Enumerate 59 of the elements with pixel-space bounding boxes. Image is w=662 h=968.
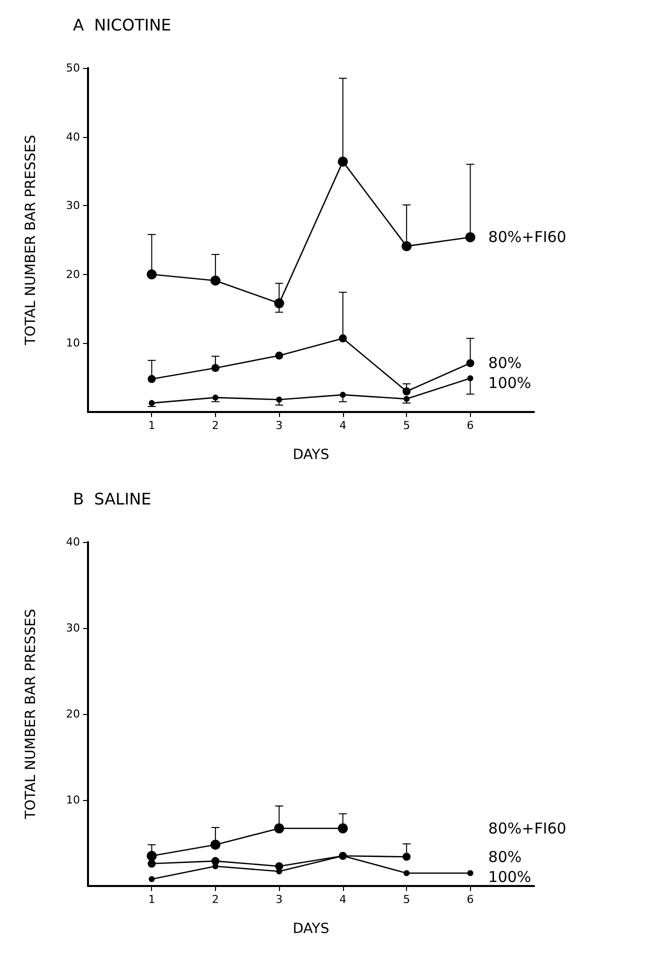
point — [274, 298, 284, 308]
x-tick-label: 1 — [148, 419, 156, 432]
x-tick-label: 5 — [403, 419, 410, 432]
point — [275, 352, 284, 360]
y-tick-label: 40 — [66, 130, 80, 144]
point — [467, 870, 474, 876]
point — [340, 392, 346, 398]
y-tick-label: 10 — [66, 794, 80, 806]
point — [210, 840, 220, 850]
point — [148, 876, 155, 882]
point — [465, 232, 476, 242]
x-axis-title: DAYS — [292, 447, 330, 463]
x-tick-label: 1 — [148, 893, 156, 906]
series-label: 100% — [488, 374, 532, 392]
y-axis-title: TOTAL NUMBER BAR PRESSES — [23, 608, 39, 820]
y-tick-label: 10 — [66, 336, 80, 350]
text: 80%+FI60 — [488, 819, 566, 838]
point — [211, 364, 220, 372]
point — [146, 850, 157, 861]
point — [274, 823, 284, 834]
x-tick-label: 3 — [276, 419, 283, 432]
y-tick-label: 50 — [66, 62, 80, 74]
y-tick-label: 20 — [66, 268, 80, 281]
x-tick-label: 5 — [403, 893, 410, 906]
x-tick-label: 6 — [466, 893, 474, 906]
point — [467, 375, 474, 382]
point — [466, 359, 474, 368]
x-axis-title: DAYS — [292, 921, 330, 937]
point — [338, 823, 348, 834]
x-tick-label: 4 — [339, 893, 346, 906]
point — [402, 852, 411, 861]
chart-title: A NICOTINE — [73, 16, 172, 34]
text: 80% — [488, 848, 522, 866]
point — [338, 156, 348, 167]
point — [210, 276, 220, 286]
x-tick-label: 4 — [339, 419, 346, 432]
point — [404, 870, 410, 876]
x-tick-label: 2 — [212, 893, 219, 906]
point — [212, 394, 218, 401]
series-label: 80% — [488, 354, 522, 372]
y-tick-label: 30 — [66, 622, 80, 634]
y-tick-label: 20 — [66, 708, 80, 720]
y-tick-label: 30 — [66, 199, 80, 212]
x-tick-label: 6 — [466, 419, 474, 432]
x-tick-label: 3 — [276, 893, 283, 906]
y-axis-title: TOTAL NUMBER BAR PRESSES — [23, 134, 39, 346]
point — [148, 860, 156, 868]
point — [338, 334, 347, 342]
point — [404, 396, 410, 402]
point — [276, 396, 282, 403]
series-label: 80%+FI60 — [488, 228, 566, 246]
y-tick-label: 40 — [66, 536, 80, 548]
point — [148, 374, 156, 383]
point — [402, 241, 412, 252]
point — [146, 269, 157, 280]
point — [402, 387, 411, 396]
series-label: 100% — [488, 868, 532, 886]
chart-title: B SALINE — [73, 490, 152, 508]
x-tick-label: 2 — [212, 419, 219, 432]
